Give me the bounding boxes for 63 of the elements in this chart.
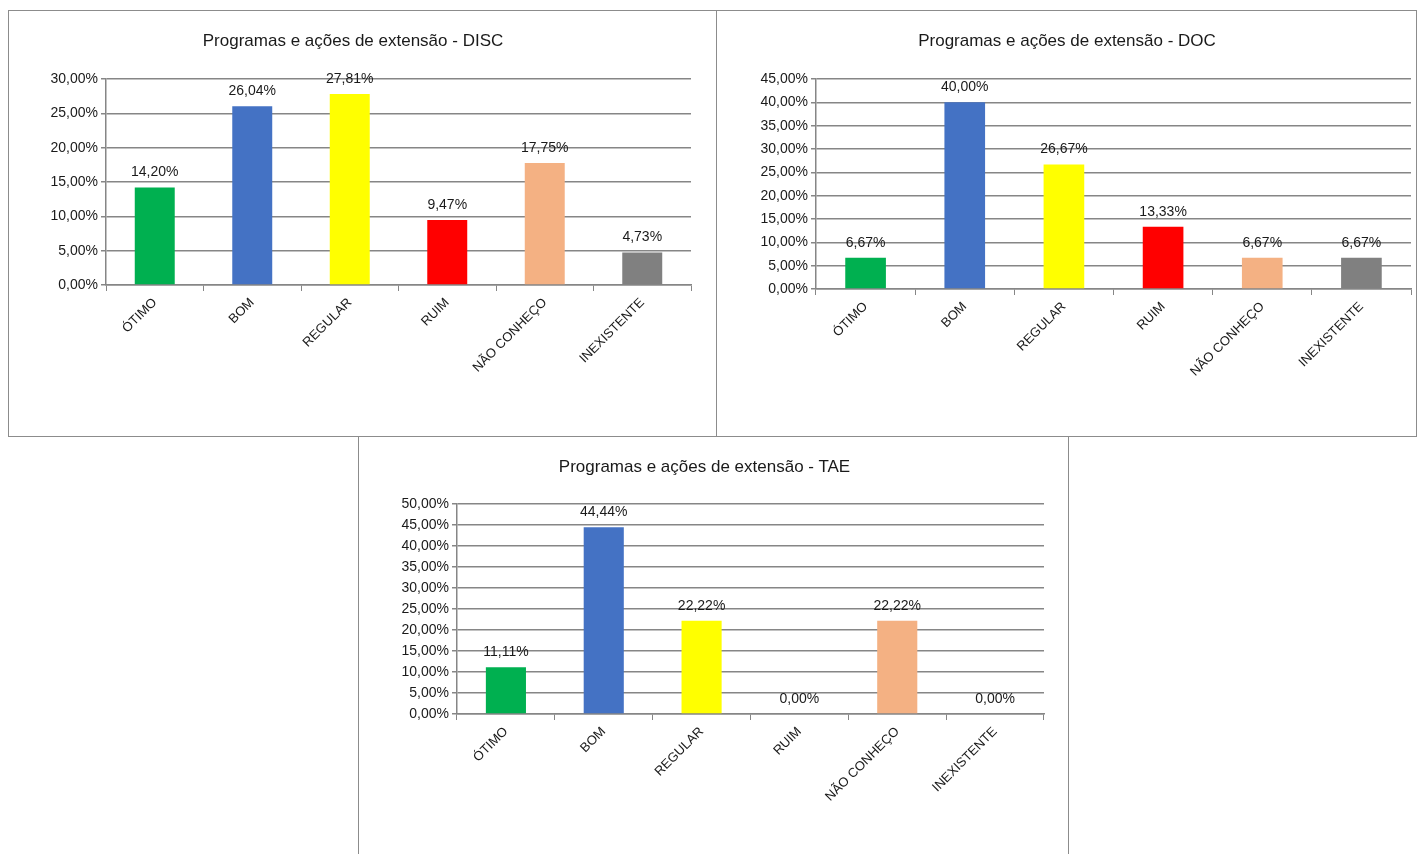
chart-title: Programas e ações de extensão - TAE — [558, 456, 851, 476]
y-tick-label: 45,00% — [401, 515, 449, 532]
y-tick-label: 25,00% — [50, 104, 98, 121]
y-tick-label: 5,00% — [768, 256, 808, 273]
y-tick-label: 5,00% — [409, 683, 449, 700]
y-tick-label: 30,00% — [401, 578, 449, 595]
chart-title: Programas e ações de extensão - DISC — [202, 30, 504, 50]
bar — [1142, 226, 1184, 289]
y-tick-label: 50,00% — [401, 494, 449, 511]
y-tick-label: 30,00% — [50, 69, 98, 86]
y-tick-label: 35,00% — [760, 116, 808, 133]
bar — [583, 527, 624, 714]
data-label: 17,75% — [521, 138, 569, 155]
y-tick-label: 20,00% — [50, 138, 98, 155]
data-label: 9,47% — [427, 195, 468, 212]
data-label: 40,00% — [941, 78, 989, 95]
y-tick-label: 15,00% — [760, 209, 808, 226]
y-tick-label: 35,00% — [401, 557, 449, 574]
y-tick-label: 15,00% — [401, 641, 449, 658]
y-tick-label: 5,00% — [58, 241, 98, 258]
bar — [329, 94, 370, 285]
bar — [681, 620, 722, 714]
bar — [427, 219, 468, 285]
bar — [524, 163, 565, 285]
y-tick-label: 0,00% — [409, 704, 449, 721]
bar — [1241, 257, 1283, 289]
data-label: 6,67% — [1242, 233, 1283, 250]
data-label: 6,67% — [1341, 233, 1382, 250]
bar — [485, 667, 526, 714]
data-label: 11,11% — [483, 643, 529, 660]
y-tick-label: 10,00% — [50, 207, 98, 224]
data-label: 22,22% — [873, 596, 921, 613]
bar — [944, 102, 986, 289]
data-label: 0,00% — [975, 689, 1015, 706]
y-tick-label: 25,00% — [401, 599, 449, 616]
y-tick-label: 25,00% — [760, 163, 808, 180]
y-tick-label: 45,00% — [760, 69, 808, 86]
bar — [232, 106, 273, 285]
y-tick-label: 10,00% — [760, 233, 808, 250]
data-label: 4,73% — [622, 228, 663, 245]
y-tick-label: 40,00% — [760, 93, 808, 110]
y-tick-label: 30,00% — [760, 139, 808, 156]
y-tick-label: 10,00% — [401, 662, 449, 679]
bar — [877, 620, 918, 714]
y-tick-label: 40,00% — [401, 536, 449, 553]
data-label: 27,81% — [326, 69, 374, 86]
data-label: 6,67% — [845, 233, 886, 250]
data-label: 13,33% — [1139, 202, 1187, 219]
y-tick-label: 20,00% — [760, 186, 808, 203]
y-tick-label: 15,00% — [50, 172, 98, 189]
chart-title: Programas e ações de extensão - DOC — [918, 30, 1216, 50]
y-tick-label: 20,00% — [401, 620, 449, 637]
data-label: 44,44% — [580, 503, 628, 520]
y-tick-label: 0,00% — [768, 279, 808, 296]
data-label: 26,67% — [1040, 140, 1088, 157]
data-label: 22,22% — [677, 596, 726, 613]
bar — [845, 257, 886, 289]
bar — [134, 187, 175, 285]
data-label: 26,04% — [228, 82, 276, 99]
data-label: 14,20% — [131, 163, 179, 180]
data-label: 0,00% — [779, 689, 820, 706]
bar — [1043, 164, 1085, 289]
y-tick-label: 0,00% — [58, 275, 98, 292]
